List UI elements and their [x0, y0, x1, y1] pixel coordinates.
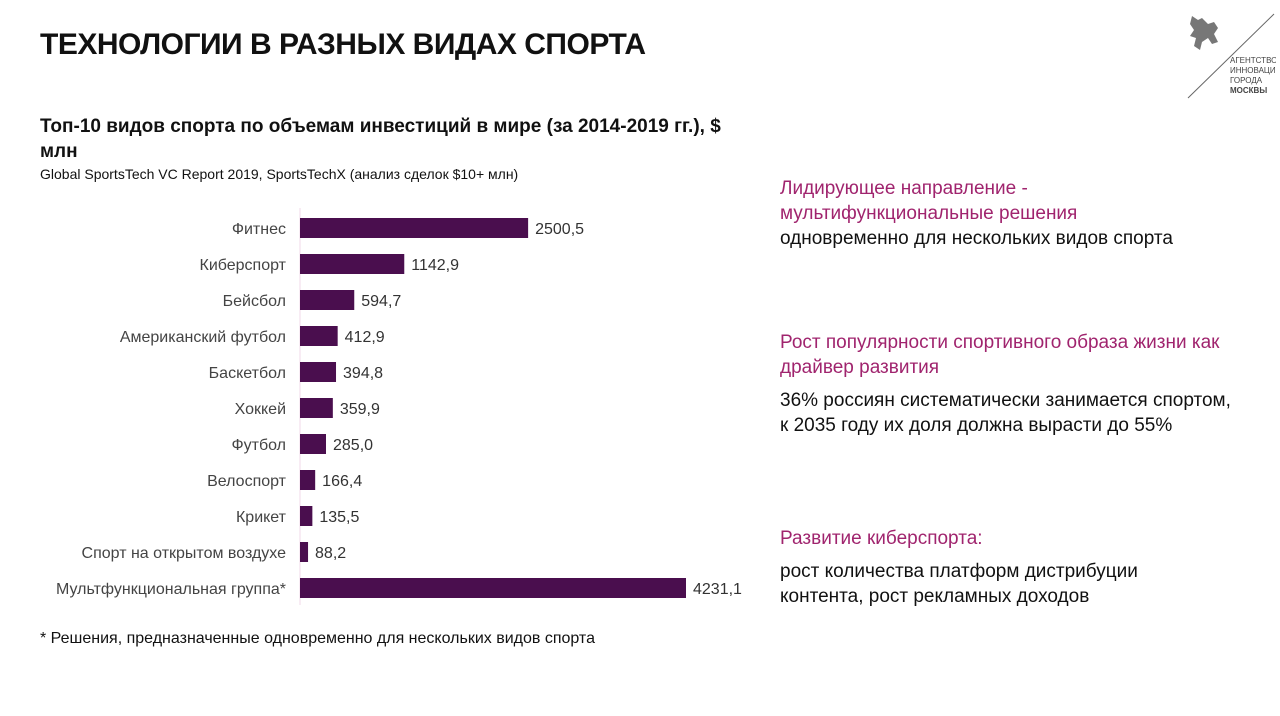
insight-text: 36% россиян систематически занимается сп… — [780, 390, 1231, 436]
chart-footnote: * Решения, предназначенные одновременно … — [40, 630, 595, 647]
category-label: Крикет — [236, 509, 287, 526]
bar — [300, 542, 309, 562]
category-label: Футбол — [231, 437, 286, 454]
insight-block: Развитие киберспорта: рост количества пл… — [780, 526, 1220, 609]
insight-heading: Развитие киберспорта: — [780, 528, 983, 549]
bar — [300, 254, 405, 274]
bar — [300, 578, 686, 598]
bar-chart: Фитнес 2500,5 Киберспорт 1142,9 Бейсбол 594,7… — [56, 208, 742, 605]
category-label: Велоспорт — [207, 473, 287, 490]
bar — [300, 218, 529, 238]
value-label: 412,9 — [345, 329, 385, 346]
bar — [300, 434, 327, 454]
chart-title: Топ-10 видов спорта по объемам инвестици… — [40, 116, 721, 162]
value-label: 135,5 — [319, 509, 359, 526]
insight-text: одновременно для нескольких видов спорта — [780, 228, 1173, 249]
category-label: Хоккей — [235, 401, 286, 418]
bar — [300, 506, 313, 526]
value-label: 166,4 — [322, 473, 362, 490]
category-label: Баскетбол — [209, 365, 286, 382]
category-label: Бейсбол — [223, 293, 286, 310]
bar — [300, 470, 316, 490]
insight-heading: Рост популярности спортивного образа жиз… — [780, 332, 1220, 378]
logo-line: ГОРОДА — [1230, 76, 1263, 85]
agency-logo: АГЕНТСТВО ИННОВАЦИЙ ГОРОДА МОСКВЫ — [1187, 13, 1276, 99]
insight-heading: Лидирующее направление - мультифункциона… — [780, 178, 1078, 224]
bar — [300, 398, 333, 418]
value-label: 88,2 — [315, 545, 346, 562]
logo-line: ИННОВАЦИЙ — [1230, 66, 1276, 75]
bar — [300, 362, 337, 382]
value-label: 285,0 — [333, 437, 373, 454]
bar — [300, 326, 338, 346]
category-label: Мультфункциональная группа* — [56, 581, 286, 598]
value-label: 594,7 — [361, 293, 401, 310]
slide-title: ТЕХНОЛОГИИ В РАЗНЫХ ВИДАХ СПОРТА — [40, 28, 646, 61]
bar — [300, 290, 355, 310]
category-label: Американский футбол — [120, 329, 286, 346]
logo-line: МОСКВЫ — [1230, 86, 1267, 95]
value-label: 1142,9 — [411, 257, 459, 274]
value-label: 2500,5 — [535, 221, 584, 238]
logo-line: АГЕНТСТВО — [1230, 56, 1276, 65]
chart-subtitle: Global SportsTech VC Report 2019, Sports… — [40, 166, 519, 182]
category-label: Спорт на открытом воздухе — [82, 545, 287, 562]
insight-block: Рост популярности спортивного образа жиз… — [780, 330, 1250, 438]
insight-text: рост количества платформ дистрибуции кон… — [780, 561, 1138, 607]
value-label: 4231,1 — [693, 581, 742, 598]
category-label: Киберспорт — [200, 257, 287, 274]
insight-block: Лидирующее направление - мультифункциона… — [780, 176, 1173, 251]
value-label: 394,8 — [343, 365, 383, 382]
category-label: Фитнес — [232, 221, 286, 238]
value-label: 359,9 — [340, 401, 380, 418]
